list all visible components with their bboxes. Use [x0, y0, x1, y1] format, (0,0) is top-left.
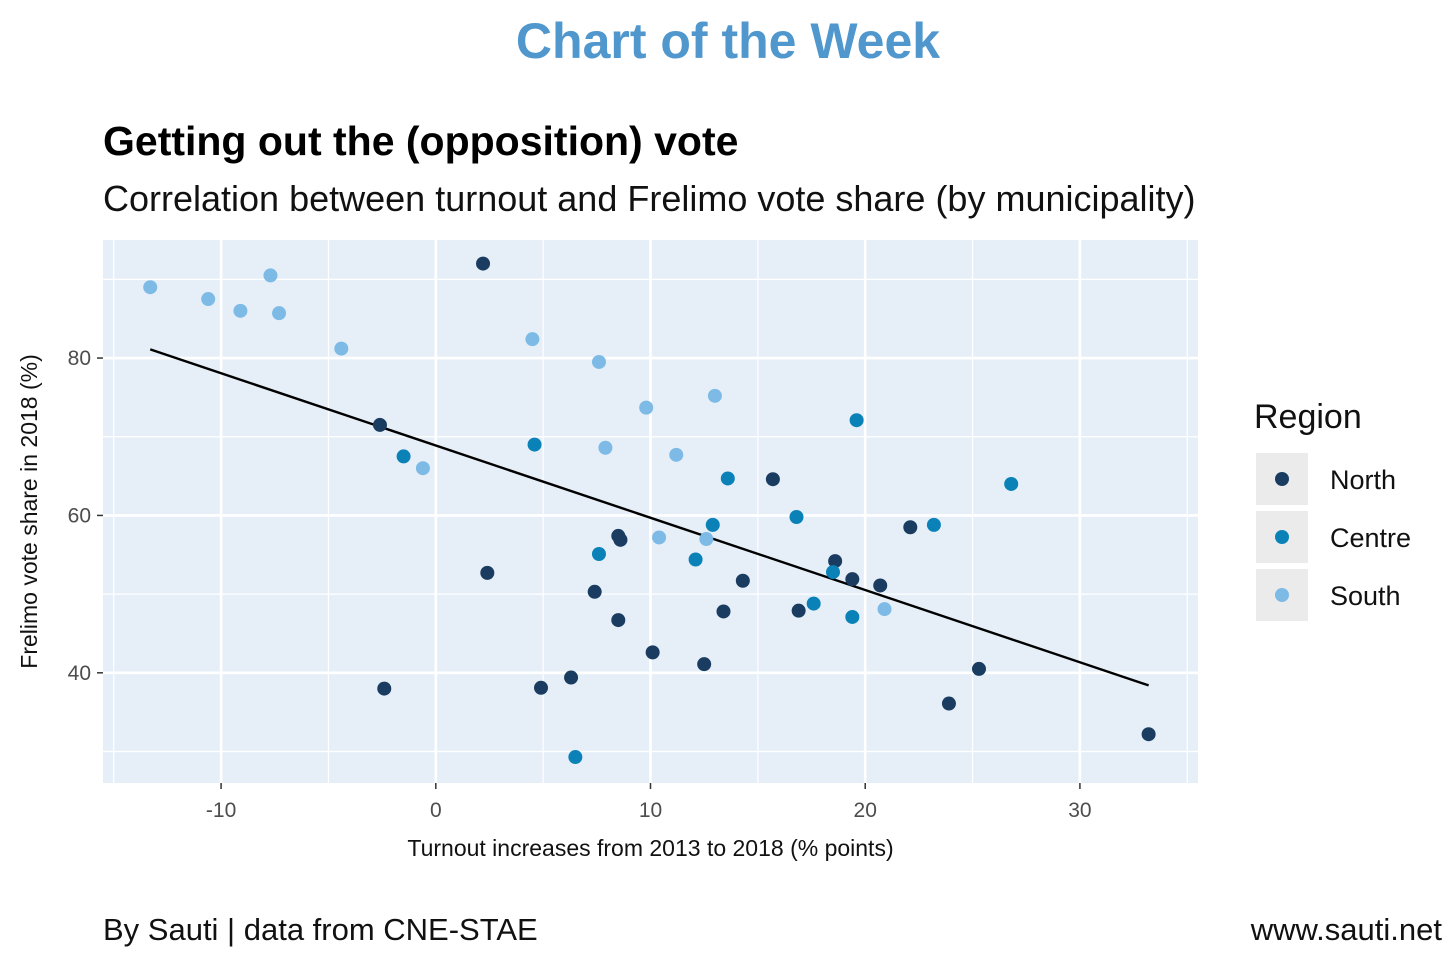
point-centre — [926, 517, 941, 532]
chart-banner: Chart of the Week — [515, 13, 941, 69]
chart-subtitle: Correlation between turnout and Frelimo … — [103, 178, 1196, 219]
point-north — [791, 603, 806, 618]
point-north — [972, 661, 986, 676]
point-south — [415, 461, 430, 476]
point-north — [611, 613, 626, 628]
point-south — [652, 530, 667, 545]
point-centre — [705, 517, 720, 532]
legend-swatch-south — [1275, 588, 1289, 602]
point-centre — [1004, 476, 1019, 491]
point-centre — [527, 437, 542, 452]
y-axis-title: Frelimo vote share in 2018 (%) — [16, 354, 42, 668]
point-south — [598, 440, 613, 455]
legend-swatch-north — [1275, 472, 1289, 486]
point-south — [272, 306, 287, 321]
point-centre — [826, 565, 840, 580]
legend-label-south: South — [1330, 581, 1401, 611]
point-north — [941, 696, 956, 711]
point-south — [143, 280, 158, 295]
point-south — [334, 341, 349, 356]
point-south — [591, 354, 606, 369]
major-gridlines — [103, 240, 1198, 783]
point-north — [645, 645, 660, 660]
y-axis-ticks: 40 60 80 — [68, 347, 103, 685]
point-north — [697, 657, 712, 672]
x-axis-ticks: -10 0 10 20 30 — [206, 783, 1092, 822]
point-centre — [806, 596, 821, 611]
point-north — [564, 670, 579, 685]
legend-label-north: North — [1330, 465, 1396, 495]
point-centre — [591, 546, 606, 561]
point-south — [707, 388, 722, 403]
point-south — [263, 268, 278, 283]
point-centre — [849, 413, 864, 428]
point-south — [669, 447, 684, 462]
point-north — [476, 256, 491, 271]
point-centre — [396, 449, 411, 464]
y-tick-label: 60 — [68, 504, 91, 527]
point-north — [716, 604, 731, 619]
point-north — [765, 472, 780, 487]
point-north — [534, 680, 548, 695]
point-south — [877, 602, 892, 617]
y-tick-label: 80 — [68, 347, 91, 370]
point-south — [639, 400, 654, 415]
chart-title: Getting out the (opposition) vote — [103, 118, 739, 164]
point-north — [845, 572, 860, 587]
footer-credit: By Sauti | data from CNE-STAE — [103, 912, 538, 947]
point-north — [1141, 727, 1156, 742]
x-tick-label: -10 — [206, 799, 236, 822]
legend-label-centre: Centre — [1330, 523, 1411, 553]
x-axis-title: Turnout increases from 2013 to 2018 (% p… — [407, 835, 893, 861]
trend-line — [149, 348, 1150, 687]
point-south — [699, 532, 714, 547]
legend-swatch-centre — [1275, 530, 1289, 544]
point-south — [201, 292, 216, 307]
point-north — [828, 554, 843, 569]
point-north — [480, 565, 495, 580]
footer-website[interactable]: www.sauti.net — [1250, 912, 1442, 947]
point-north — [372, 417, 387, 432]
point-south — [233, 303, 248, 318]
point-north — [377, 681, 392, 696]
point-centre — [720, 471, 735, 486]
point-south — [525, 332, 540, 347]
y-tick-label: 40 — [68, 662, 91, 685]
legend: Region North Centre South — [1254, 398, 1411, 621]
point-north — [903, 520, 918, 535]
point-north — [613, 532, 628, 547]
x-tick-label: 30 — [1068, 799, 1091, 822]
point-centre — [845, 609, 860, 624]
point-north — [873, 578, 888, 593]
data-points — [143, 256, 1156, 765]
x-tick-label: 20 — [854, 799, 877, 822]
point-north — [587, 584, 602, 599]
legend-title: Region — [1254, 398, 1362, 436]
point-centre — [789, 510, 804, 525]
x-tick-label: 10 — [639, 799, 662, 822]
point-centre — [568, 750, 583, 765]
x-tick-label: 0 — [430, 799, 442, 822]
point-north — [735, 573, 750, 588]
point-centre — [688, 552, 703, 567]
